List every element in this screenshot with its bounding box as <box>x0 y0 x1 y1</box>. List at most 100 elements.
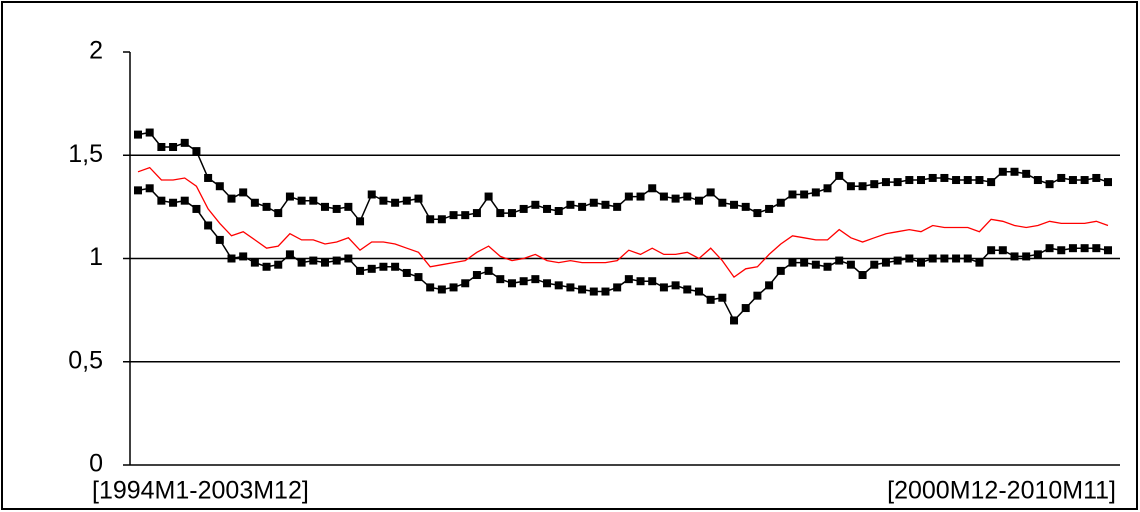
data-point <box>1033 176 1042 185</box>
data-point <box>414 194 423 203</box>
data-point <box>835 256 844 265</box>
data-point <box>963 176 972 185</box>
data-point <box>426 215 435 224</box>
data-point <box>274 209 283 218</box>
data-point <box>1080 244 1089 253</box>
data-point <box>519 204 528 213</box>
data-point <box>928 173 937 182</box>
data-point <box>1104 178 1112 187</box>
data-point <box>344 254 353 263</box>
data-point <box>613 202 622 211</box>
data-point <box>169 142 178 151</box>
data-point <box>905 176 914 185</box>
data-point <box>683 192 692 201</box>
data-point <box>823 184 832 193</box>
data-point <box>589 198 598 207</box>
data-point <box>1057 246 1066 255</box>
data-point <box>180 138 189 147</box>
data-point <box>671 194 680 203</box>
data-point <box>402 196 411 205</box>
data-point <box>250 198 259 207</box>
data-point <box>134 186 142 195</box>
data-point <box>204 173 213 182</box>
data-point <box>765 204 774 213</box>
data-point <box>391 262 400 271</box>
data-point <box>332 204 341 213</box>
data-point <box>402 268 411 277</box>
data-point <box>601 200 610 209</box>
data-point <box>157 196 166 205</box>
data-point <box>706 188 715 197</box>
data-point <box>998 246 1007 255</box>
data-point <box>741 304 750 313</box>
data-point <box>613 283 622 292</box>
data-point <box>881 178 890 187</box>
data-point <box>788 258 797 267</box>
data-point <box>811 188 820 197</box>
data-point <box>344 202 353 211</box>
data-point <box>461 279 470 288</box>
data-point <box>215 235 224 244</box>
data-point <box>881 258 890 267</box>
data-point <box>753 209 762 218</box>
data-point <box>145 184 154 193</box>
data-point <box>998 167 1007 176</box>
data-point <box>975 258 984 267</box>
data-point <box>239 188 248 197</box>
data-point <box>1010 167 1019 176</box>
data-point <box>379 262 388 271</box>
data-point <box>928 254 937 263</box>
data-point <box>730 316 739 325</box>
data-point <box>940 254 949 263</box>
data-point <box>1022 252 1031 261</box>
data-point <box>578 202 587 211</box>
data-point <box>1068 244 1077 253</box>
data-point <box>624 192 633 201</box>
data-point <box>227 254 236 263</box>
data-point <box>601 287 610 296</box>
data-point <box>554 281 563 290</box>
data-point <box>262 202 271 211</box>
data-point <box>472 271 481 280</box>
data-point <box>285 192 294 201</box>
data-point <box>624 275 633 284</box>
data-point <box>239 252 248 261</box>
data-point <box>893 178 902 187</box>
data-point <box>776 198 785 207</box>
data-point <box>285 250 294 259</box>
data-point <box>1068 176 1077 185</box>
data-point <box>636 192 645 201</box>
data-point <box>870 260 879 269</box>
data-point <box>858 182 867 191</box>
data-point <box>975 176 984 185</box>
data-point <box>811 260 820 269</box>
data-point <box>566 283 575 292</box>
data-point <box>753 291 762 300</box>
data-point <box>204 221 213 230</box>
y-tick-label: 2 <box>89 37 103 65</box>
data-point <box>659 192 668 201</box>
y-tick-label: 1 <box>89 243 103 271</box>
data-point <box>963 254 972 263</box>
data-point <box>519 277 528 286</box>
data-point <box>461 211 470 220</box>
data-point <box>262 262 271 271</box>
data-point <box>905 254 914 263</box>
data-point <box>648 277 657 286</box>
y-tick-label: 0,5 <box>68 346 103 374</box>
data-point <box>578 285 587 294</box>
data-point <box>788 190 797 199</box>
data-point <box>250 258 259 267</box>
data-point <box>648 184 657 193</box>
data-point <box>356 217 365 226</box>
x-tick-label: [1994M1-2003M12] <box>92 477 309 505</box>
data-point <box>1033 250 1042 259</box>
data-point <box>309 196 318 205</box>
data-point <box>718 293 727 302</box>
data-point <box>391 198 400 207</box>
data-point <box>426 283 435 292</box>
data-point <box>917 176 926 185</box>
data-point <box>543 204 552 213</box>
